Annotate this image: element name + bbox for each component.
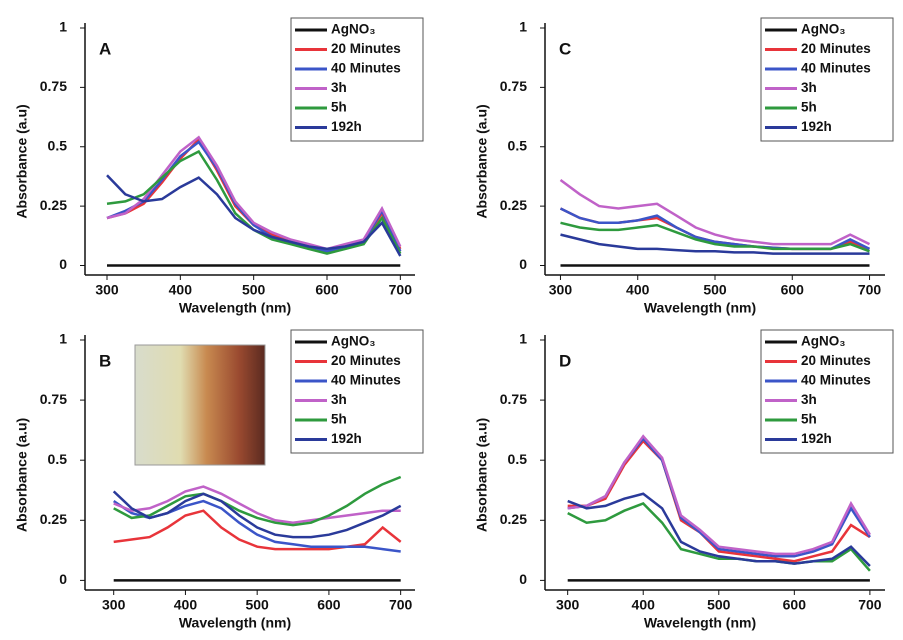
x-axis-label: Wavelength (nm)	[644, 300, 756, 316]
y-tick-label: 0.25	[500, 511, 527, 527]
y-tick-label: 1	[519, 19, 527, 35]
y-axis-label: Absorbance (a.u)	[14, 104, 30, 218]
series-line	[567, 434, 871, 556]
x-tick-label: 700	[389, 282, 413, 298]
legend-label: 20 Minutes	[801, 41, 871, 56]
y-tick-label: 0	[59, 256, 67, 272]
y-tick-label: 0.75	[40, 78, 67, 94]
series-line	[559, 178, 871, 246]
y-tick-label: 1	[59, 331, 67, 347]
x-tick-label: 400	[632, 597, 656, 613]
series-line	[106, 174, 402, 257]
y-tick-label: 0.25	[500, 197, 527, 213]
legend-label: AgNO₃	[331, 334, 376, 349]
x-tick-label: 700	[858, 597, 882, 613]
x-tick-label: 700	[858, 282, 882, 298]
legend-label: 5h	[331, 412, 347, 427]
y-tick-label: 0.5	[508, 137, 528, 153]
series-line	[112, 490, 402, 539]
legend-label: AgNO₃	[331, 22, 376, 37]
x-tick-label: 600	[317, 597, 341, 613]
x-tick-label: 700	[389, 597, 413, 613]
panel-label: A	[99, 39, 111, 58]
series-line	[113, 485, 401, 524]
panel-label: C	[559, 39, 571, 58]
y-tick-label: 0	[59, 571, 67, 587]
legend-label: 5h	[801, 100, 817, 115]
x-tick-label: 600	[783, 597, 807, 613]
x-tick-label: 500	[703, 282, 727, 298]
x-tick-label: 400	[174, 597, 198, 613]
legend-label: 5h	[331, 100, 347, 115]
inset-photo	[134, 344, 266, 466]
legend-label: 192h	[801, 431, 832, 446]
x-tick-label: 500	[245, 597, 269, 613]
x-tick-label: 400	[626, 282, 650, 298]
x-tick-label: 300	[549, 282, 573, 298]
legend-box	[760, 17, 894, 142]
legend-label: 192h	[331, 431, 362, 446]
y-tick-label: 0.5	[48, 137, 68, 153]
legend-label: 20 Minutes	[331, 41, 401, 56]
series-line	[560, 221, 870, 253]
y-tick-label: 0.75	[500, 78, 527, 94]
legend: AgNO₃ 20 Minutes 40 Minutes 3h 5h 192h	[290, 17, 424, 142]
x-tick-label: 600	[781, 282, 805, 298]
y-tick-label: 0.25	[40, 197, 67, 213]
legend-label: 3h	[331, 392, 347, 407]
legend-label: 40 Minutes	[801, 61, 871, 76]
series-line	[567, 439, 871, 563]
y-tick-label: 0	[519, 571, 527, 587]
y-axis-label: Absorbance (a.u)	[474, 104, 490, 218]
x-axis-label: Wavelength (nm)	[179, 615, 291, 631]
x-tick-label: 600	[315, 282, 339, 298]
series-line	[113, 475, 402, 527]
y-tick-label: 0.75	[500, 391, 527, 407]
x-tick-label: 400	[169, 282, 193, 298]
y-tick-label: 0.5	[508, 451, 528, 467]
x-tick-label: 300	[102, 597, 126, 613]
legend-label: 3h	[331, 80, 347, 95]
legend-box	[760, 329, 894, 454]
legend: AgNO₃ 20 Minutes 40 Minutes 3h 5h 192h	[290, 329, 424, 454]
legend-label: 5h	[801, 412, 817, 427]
series-line	[567, 436, 871, 558]
x-axis-label: Wavelength (nm)	[644, 615, 756, 631]
x-tick-label: 300	[556, 597, 580, 613]
y-axis-label: Absorbance (a.u)	[474, 418, 490, 532]
legend-label: 3h	[801, 392, 817, 407]
legend-label: AgNO₃	[801, 334, 846, 349]
legend-label: 3h	[801, 80, 817, 95]
y-axis-label: Absorbance (a.u)	[14, 418, 30, 532]
series-line	[106, 149, 402, 255]
x-tick-label: 300	[95, 282, 119, 298]
legend-label: 40 Minutes	[801, 373, 871, 388]
legend-box	[290, 17, 424, 142]
y-tick-label: 1	[519, 331, 527, 347]
legend-label: 40 Minutes	[331, 373, 401, 388]
legend-box	[290, 329, 424, 454]
legend-label: 20 Minutes	[801, 353, 871, 368]
panel-label: D	[559, 351, 571, 370]
y-tick-label: 0.5	[48, 451, 68, 467]
y-tick-label: 1	[59, 19, 67, 35]
legend-label: 192h	[331, 119, 362, 134]
legend-label: 20 Minutes	[331, 353, 401, 368]
legend: AgNO₃ 20 Minutes 40 Minutes 3h 5h 192h	[760, 329, 894, 454]
x-tick-label: 500	[242, 282, 266, 298]
legend-label: 192h	[801, 119, 832, 134]
legend: AgNO₃ 20 Minutes 40 Minutes 3h 5h 192h	[760, 17, 894, 142]
series-line	[560, 233, 870, 255]
y-tick-label: 0.75	[40, 391, 67, 407]
y-tick-label: 0	[519, 256, 527, 272]
x-tick-label: 500	[707, 597, 731, 613]
series-line	[567, 492, 871, 567]
y-tick-label: 0.25	[40, 511, 67, 527]
x-axis-label: Wavelength (nm)	[179, 300, 291, 316]
series-line	[106, 137, 402, 253]
legend-label: AgNO₃	[801, 22, 846, 37]
legend-label: 40 Minutes	[331, 61, 401, 76]
panel-label: B	[99, 351, 111, 370]
